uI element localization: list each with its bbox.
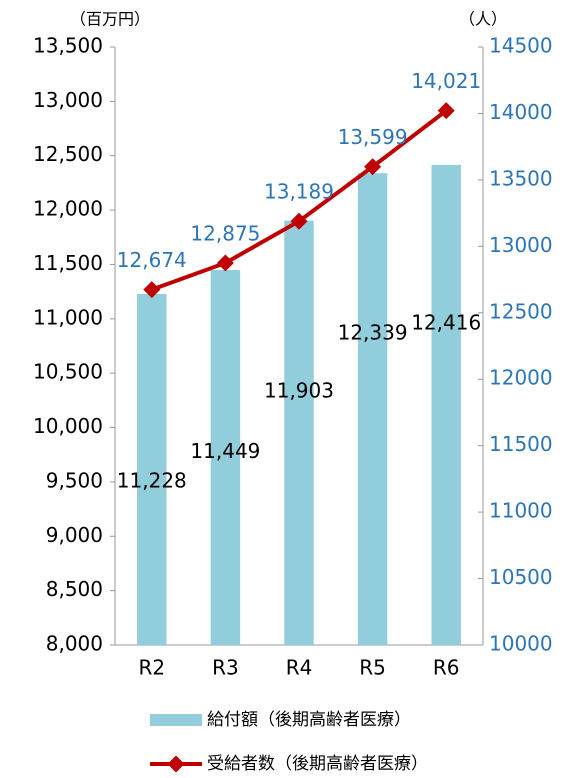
marker bbox=[437, 102, 455, 120]
marker bbox=[143, 281, 161, 299]
bar bbox=[357, 173, 388, 645]
y-tick-label: 12,000 bbox=[33, 197, 103, 221]
x-tick-label: R4 bbox=[286, 656, 313, 680]
data-label: 13,599 bbox=[338, 125, 408, 149]
y-tick-label: 10,000 bbox=[33, 414, 103, 438]
data-label: 11,903 bbox=[264, 379, 334, 403]
data-label: 12,875 bbox=[190, 221, 260, 245]
x-tick-label: R3 bbox=[212, 656, 239, 680]
legend-text: 受給者数（後期高齢者医療） bbox=[207, 754, 428, 774]
y-tick-label: 9,500 bbox=[46, 468, 103, 492]
y-tick-label: 12,500 bbox=[33, 142, 103, 166]
marker bbox=[216, 254, 234, 272]
y2-tick-label: 14500 bbox=[489, 34, 553, 58]
x-tick-label: R6 bbox=[433, 656, 460, 680]
y2-tick-label: 13500 bbox=[489, 166, 553, 190]
data-label: 11,449 bbox=[190, 439, 260, 463]
y-tick-label: 11,500 bbox=[33, 251, 103, 275]
y-axis-title: （百万円） bbox=[70, 10, 150, 29]
data-label: 12,674 bbox=[117, 248, 187, 272]
y2-axis-title: （人） bbox=[459, 10, 507, 29]
y-tick-label: 8,500 bbox=[46, 577, 103, 601]
legend-marker bbox=[167, 755, 185, 773]
y-tick-label: 11,000 bbox=[33, 305, 103, 329]
y-tick-label: 13,000 bbox=[33, 88, 103, 112]
y2-tick-label: 13000 bbox=[489, 233, 553, 257]
bar bbox=[210, 269, 241, 645]
y2-tick-label: 10000 bbox=[489, 632, 553, 656]
x-tick-label: R5 bbox=[359, 656, 386, 680]
y-tick-label: 13,500 bbox=[33, 34, 103, 58]
y2-tick-label: 14000 bbox=[489, 100, 553, 124]
y2-tick-label: 11500 bbox=[489, 432, 553, 456]
legend-swatch bbox=[150, 714, 202, 726]
bar bbox=[137, 294, 167, 645]
bar bbox=[431, 164, 461, 646]
y2-tick-label: 12000 bbox=[489, 366, 553, 390]
y-tick-label: 10,500 bbox=[33, 360, 103, 384]
marker bbox=[290, 212, 308, 230]
marker bbox=[364, 158, 382, 176]
y2-tick-label: 11000 bbox=[489, 499, 553, 523]
legend-text: 給付額（後期高齢者医療） bbox=[207, 710, 411, 730]
data-label: 14,021 bbox=[411, 69, 481, 93]
y2-tick-label: 10500 bbox=[489, 565, 553, 589]
x-tick-label: R2 bbox=[138, 656, 165, 680]
y2-tick-label: 12500 bbox=[489, 299, 553, 323]
data-label: 11,228 bbox=[117, 468, 187, 492]
y-tick-label: 8,000 bbox=[46, 632, 103, 656]
data-label: 12,339 bbox=[338, 321, 408, 345]
data-label: 13,189 bbox=[264, 180, 334, 204]
bar bbox=[284, 220, 314, 645]
y-tick-label: 9,000 bbox=[46, 523, 103, 547]
data-label: 12,416 bbox=[411, 310, 481, 334]
